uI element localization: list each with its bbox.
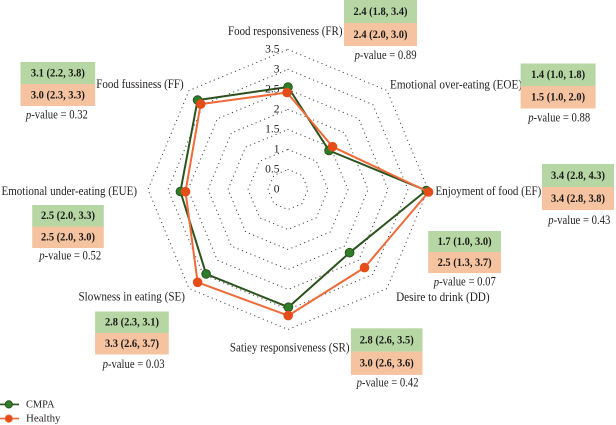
svg-text:3.0 (2.3, 3.3): 3.0 (2.3, 3.3)	[31, 89, 85, 101]
svg-text:3: 3	[274, 64, 280, 76]
svg-text:p-value = 0.42: p-value = 0.42	[356, 375, 419, 389]
svg-text:Food fussiness (FF): Food fussiness (FF)	[96, 76, 183, 91]
svg-text:Enjoyment of food (EF): Enjoyment of food (EF)	[436, 183, 542, 198]
svg-text:p-value = 0.07: p-value = 0.07	[433, 275, 496, 289]
svg-text:1.7 (1.0, 3.0): 1.7 (1.0, 3.0)	[438, 236, 492, 248]
svg-text:Food responsiveness (FR): Food responsiveness (FR)	[228, 23, 343, 38]
svg-text:Healthy: Healthy	[26, 413, 61, 425]
svg-text:1.5: 1.5	[265, 124, 280, 136]
svg-text:0.5: 0.5	[265, 164, 280, 176]
svg-text:3.4 (2.8, 4.3): 3.4 (2.8, 4.3)	[551, 170, 605, 182]
svg-text:2: 2	[274, 104, 280, 116]
svg-text:2.8 (2.6, 3.5): 2.8 (2.6, 3.5)	[360, 334, 414, 346]
svg-text:2.5 (2.0, 3.3): 2.5 (2.0, 3.3)	[41, 210, 95, 222]
svg-text:p-value = 0.52: p-value = 0.52	[38, 248, 101, 262]
svg-text:p-value = 0.32: p-value = 0.32	[25, 108, 88, 122]
svg-text:2.5 (1.3, 3.7): 2.5 (1.3, 3.7)	[438, 257, 492, 269]
svg-text:3.4 (2.8, 3.8): 3.4 (2.8, 3.8)	[551, 193, 605, 205]
svg-text:2.5 (2.0, 3.0): 2.5 (2.0, 3.0)	[41, 232, 95, 244]
svg-text:CMPA: CMPA	[26, 399, 55, 411]
svg-text:Desire to drink (DD): Desire to drink (DD)	[396, 289, 490, 304]
svg-text:2.4 (1.8, 3.4): 2.4 (1.8, 3.4)	[354, 6, 408, 18]
svg-text:Slowness in eating (SE): Slowness in eating (SE)	[79, 288, 186, 303]
svg-text:p-value = 0.43: p-value = 0.43	[547, 213, 610, 227]
svg-text:3.1 (2.2, 3.8): 3.1 (2.2, 3.8)	[31, 67, 85, 79]
svg-text:2.8 (2.3, 3.1): 2.8 (2.3, 3.1)	[105, 317, 159, 329]
svg-text:1.4 (1.0, 1.8): 1.4 (1.0, 1.8)	[531, 69, 585, 81]
svg-text:Satiey responsiveness (SR): Satiey responsiveness (SR)	[230, 339, 350, 354]
svg-text:3.0 (2.6, 3.6): 3.0 (2.6, 3.6)	[360, 358, 414, 370]
svg-text:2.4 (2.0, 3.0): 2.4 (2.0, 3.0)	[354, 29, 408, 41]
svg-text:p-value = 0.89: p-value = 0.89	[354, 48, 417, 62]
svg-text:3.5: 3.5	[265, 44, 280, 56]
svg-text:1: 1	[274, 144, 280, 156]
svg-text:Emotional over-eating (EOE): Emotional over-eating (EOE)	[390, 76, 522, 91]
svg-text:2.5: 2.5	[265, 84, 280, 96]
svg-text:p-value = 0.03: p-value = 0.03	[102, 357, 165, 371]
svg-text:1.5 (1.0, 2.0): 1.5 (1.0, 2.0)	[531, 92, 585, 104]
svg-text:Emotional under-eating (EUE): Emotional under-eating (EUE)	[2, 183, 138, 198]
svg-text:0: 0	[274, 184, 280, 196]
svg-text:p-value = 0.88: p-value = 0.88	[527, 111, 590, 125]
svg-text:3.3 (2.6, 3.7): 3.3 (2.6, 3.7)	[105, 338, 159, 350]
